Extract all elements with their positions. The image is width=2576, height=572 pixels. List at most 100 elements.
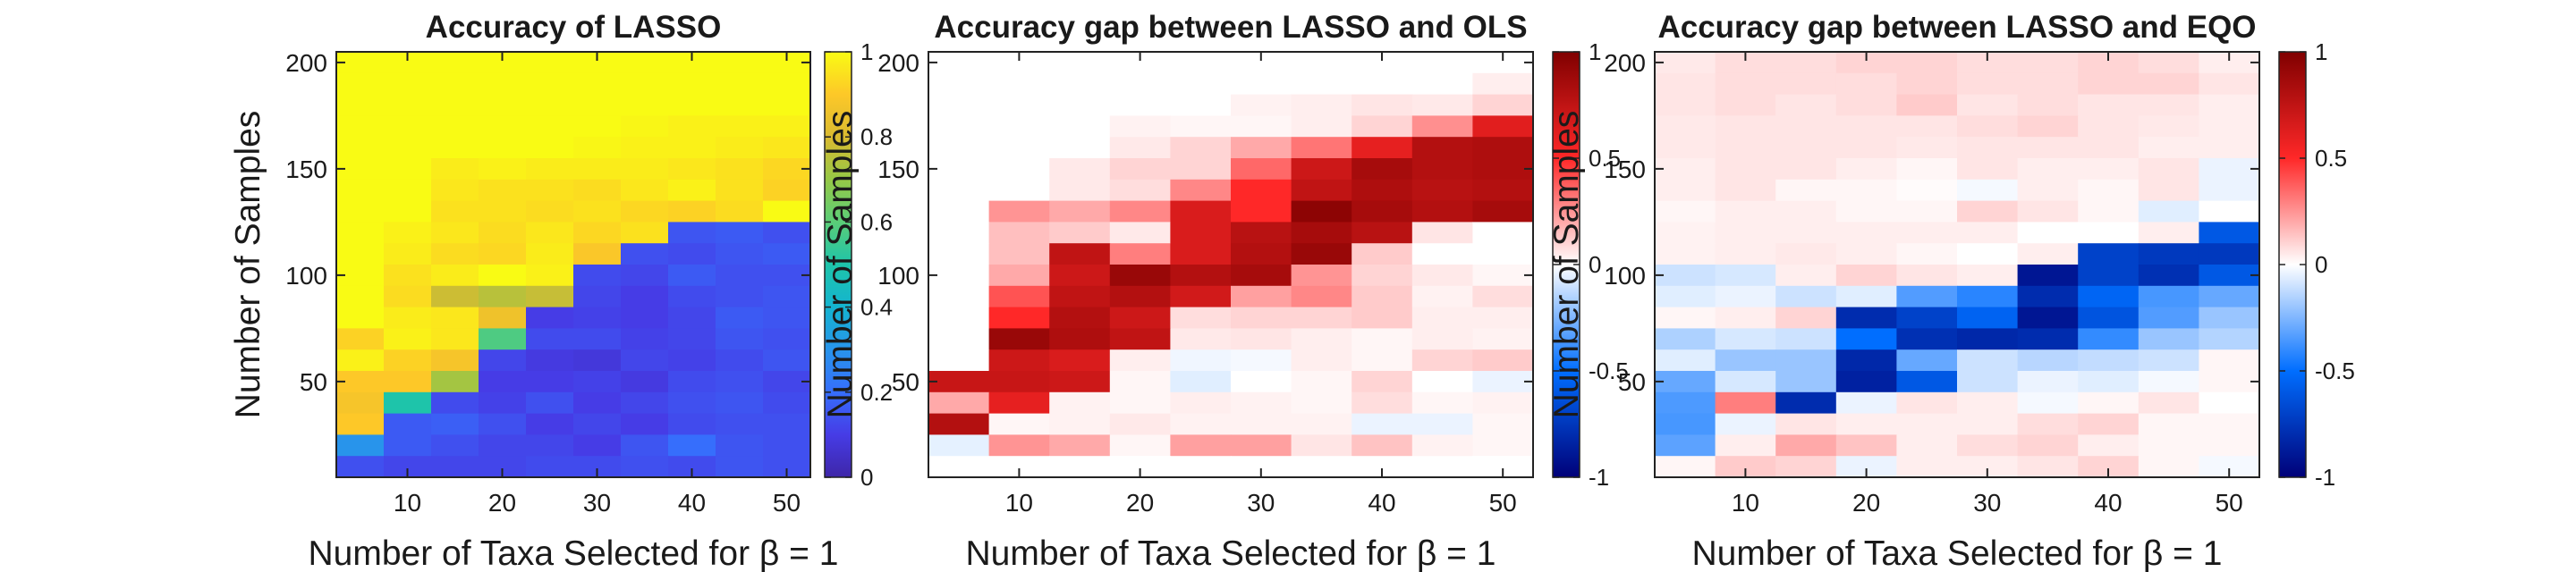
heatmap-cell — [431, 371, 479, 393]
heatmap-cell — [384, 72, 432, 96]
heatmap-cell — [1049, 158, 1111, 181]
heatmap-cell — [336, 222, 385, 244]
heatmap-cell — [1896, 265, 1958, 287]
heatmap-cell — [1472, 158, 1534, 181]
x-tick-label: 40 — [2094, 489, 2122, 517]
heatmap-cell — [668, 72, 716, 96]
heatmap-cell — [573, 222, 622, 244]
heatmap-cell — [1049, 72, 1111, 96]
heatmap-cell — [2138, 456, 2199, 478]
heatmap-cell — [1231, 434, 1292, 457]
heatmap-cell — [1655, 456, 1716, 478]
colorbar-tick-label: 1 — [2315, 38, 2327, 65]
heatmap-cell — [573, 137, 622, 159]
heatmap-cell — [1655, 434, 1716, 457]
heatmap-cell — [1655, 243, 1716, 265]
heatmap-cell — [2017, 179, 2079, 202]
heatmap-cell — [336, 349, 385, 372]
heatmap-cell — [526, 285, 574, 308]
heatmap-cell — [2199, 200, 2260, 223]
heatmap-cell — [2138, 307, 2199, 329]
heatmap-cell — [1109, 349, 1171, 372]
heatmap-cell — [479, 115, 527, 138]
heatmap-cell — [431, 456, 479, 478]
heatmap-cell — [384, 285, 432, 308]
heatmap-cell — [1352, 413, 1413, 435]
heatmap-cell — [1049, 137, 1111, 159]
heatmap-cell — [526, 243, 574, 265]
colorbar-tick-label: 0.4 — [860, 294, 893, 321]
heatmap-cell — [1957, 137, 2019, 159]
heatmap-cell — [1957, 391, 2019, 415]
heatmap-cell — [988, 285, 1050, 308]
heatmap-cell — [1231, 371, 1292, 393]
heatmap-cell — [621, 115, 669, 138]
heatmap-cell — [928, 158, 990, 181]
heatmap-cell — [1835, 413, 1897, 435]
heatmap-cell — [621, 265, 669, 287]
heatmap-cell — [479, 72, 527, 96]
heatmap-cell — [716, 200, 764, 223]
heatmap-cell — [1109, 115, 1171, 138]
heatmap-cell — [1775, 391, 1837, 415]
heatmap-cell — [2078, 285, 2140, 308]
heatmap-cell — [2078, 307, 2140, 329]
heatmap-cell — [1655, 137, 1716, 159]
heatmap-cell — [384, 265, 432, 287]
heatmap-cell — [1411, 328, 1473, 350]
heatmap-cell — [479, 137, 527, 159]
heatmap-cell — [479, 434, 527, 457]
heatmap-cell — [1049, 52, 1111, 74]
heatmap-cell — [1472, 285, 1534, 308]
y-tick-label: 150 — [1604, 156, 1646, 183]
heatmap-cell — [1775, 265, 1837, 287]
heatmap-cell — [1835, 94, 1897, 116]
heatmap-cell — [2199, 72, 2260, 96]
heatmap-cell — [431, 72, 479, 96]
heatmap-cell — [526, 72, 574, 96]
heatmap-cell — [384, 179, 432, 202]
y-tick-label: 200 — [285, 49, 327, 77]
heatmap-cell — [1231, 349, 1292, 372]
heatmap-cell — [1957, 222, 2019, 244]
colorbar: -1 -0.5 0 0.5 1 — [1552, 38, 1629, 491]
heatmap-cell — [763, 349, 811, 372]
heatmap-cell — [1352, 200, 1413, 223]
heatmap-cell — [1109, 94, 1171, 116]
heatmap-cell — [1835, 307, 1897, 329]
heatmap-cell — [1231, 200, 1292, 223]
heatmap-cell — [1775, 285, 1837, 308]
y-tick-label: 50 — [892, 368, 919, 396]
heatmap-cell — [1715, 265, 1776, 287]
heatmap-cell — [1835, 200, 1897, 223]
heatmap-cell — [1291, 285, 1352, 308]
heatmap-cell — [431, 94, 479, 116]
heatmap-cell — [573, 94, 622, 116]
heatmap-cell — [431, 52, 479, 74]
heatmap-cell — [1170, 413, 1232, 435]
x-tick-label: 20 — [488, 489, 516, 517]
heatmap-cell — [2078, 137, 2140, 159]
heatmap-cell — [1835, 328, 1897, 350]
heatmap-cell — [479, 265, 527, 287]
heatmap-cell — [1655, 94, 1716, 116]
heatmap-cell — [526, 222, 574, 244]
heatmap-cell — [1049, 115, 1111, 138]
heatmap-cell — [1411, 243, 1473, 265]
heatmap-cell — [621, 222, 669, 244]
heatmap-cell — [1715, 307, 1776, 329]
heatmap-cell — [668, 158, 716, 181]
heatmap-cell — [1655, 349, 1716, 372]
heatmap-cell — [336, 72, 385, 96]
heatmap-cell — [1352, 371, 1413, 393]
heatmap-cell — [1231, 265, 1292, 287]
heatmap-cell — [1655, 413, 1716, 435]
heatmap-cell — [1291, 456, 1352, 478]
heatmap-cell — [1715, 222, 1776, 244]
heatmap-cell — [1957, 158, 2019, 181]
heatmap-cell — [928, 200, 990, 223]
heatmap-cell — [1049, 328, 1111, 350]
heatmap-cell — [2199, 307, 2260, 329]
heatmap-cell — [1170, 371, 1232, 393]
